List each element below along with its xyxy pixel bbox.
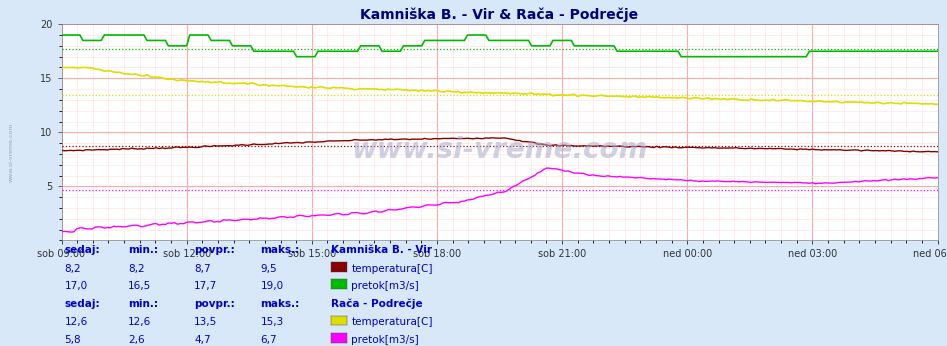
Text: sedaj:: sedaj: [64,299,100,309]
Text: 8,2: 8,2 [64,264,81,274]
Text: 15,3: 15,3 [260,317,284,327]
Text: www.si-vreme.com: www.si-vreme.com [351,136,648,164]
Text: maks.:: maks.: [260,299,299,309]
Text: min.:: min.: [128,299,158,309]
Title: Kamniška B. - Vir & Rača - Podrečje: Kamniška B. - Vir & Rača - Podrečje [361,7,638,22]
Text: Kamniška B. - Vir: Kamniška B. - Vir [331,245,433,255]
Text: maks.:: maks.: [260,245,299,255]
Text: www.si-vreme.com: www.si-vreme.com [9,122,14,182]
Text: povpr.:: povpr.: [194,299,235,309]
Text: 19,0: 19,0 [260,281,283,291]
Text: 17,7: 17,7 [194,281,218,291]
Text: 12,6: 12,6 [128,317,152,327]
Text: 13,5: 13,5 [194,317,218,327]
Text: 4,7: 4,7 [194,335,211,345]
Text: sedaj:: sedaj: [64,245,100,255]
Text: 5,8: 5,8 [64,335,81,345]
Text: min.:: min.: [128,245,158,255]
Text: pretok[m3/s]: pretok[m3/s] [351,335,420,345]
Text: 16,5: 16,5 [128,281,152,291]
Text: 6,7: 6,7 [260,335,277,345]
Text: 2,6: 2,6 [128,335,145,345]
Text: 9,5: 9,5 [260,264,277,274]
Text: pretok[m3/s]: pretok[m3/s] [351,281,420,291]
Text: temperatura[C]: temperatura[C] [351,264,433,274]
Text: Rača - Podrečje: Rača - Podrečje [331,298,423,309]
Text: povpr.:: povpr.: [194,245,235,255]
Text: 17,0: 17,0 [64,281,87,291]
Text: temperatura[C]: temperatura[C] [351,317,433,327]
Text: 12,6: 12,6 [64,317,88,327]
Text: 8,7: 8,7 [194,264,211,274]
Text: 8,2: 8,2 [128,264,145,274]
